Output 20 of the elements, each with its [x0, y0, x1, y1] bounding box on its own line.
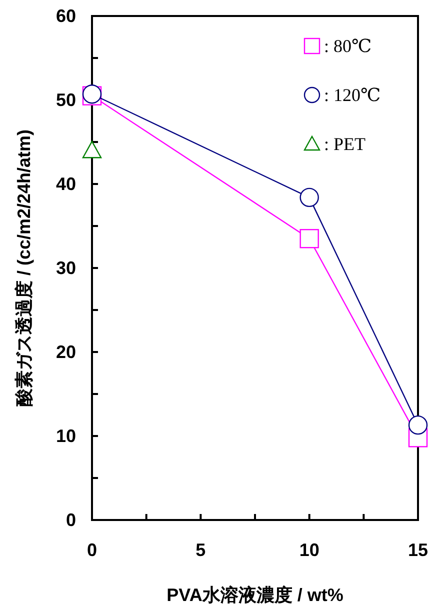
x-tick-label: 0	[86, 540, 98, 560]
y-axis-title: 酸素ガス透過度 / (cc/m2/24h/atm)	[14, 129, 34, 407]
x-tick-label: 10	[299, 540, 320, 560]
y-tick-label: 0	[66, 510, 76, 530]
x-axis-title: PVA水溶液濃度 / wt%	[166, 585, 344, 605]
point	[408, 415, 428, 435]
y-tick-label: 10	[56, 426, 76, 446]
legend-label: : PET	[324, 134, 366, 154]
y-tick-label: 60	[56, 6, 76, 26]
y-tick-label: 40	[56, 174, 76, 194]
legend-label: : 80℃	[324, 36, 372, 56]
x-tick-label: 15	[408, 540, 428, 560]
point	[82, 140, 102, 158]
point	[300, 188, 319, 208]
legend-label: : 120℃	[324, 85, 381, 105]
y-tick-label: 50	[56, 90, 76, 110]
y-tick-label: 20	[56, 342, 76, 362]
x-tick-label: 5	[196, 540, 206, 560]
point	[300, 229, 319, 248]
y-tick-label: 30	[56, 258, 76, 278]
